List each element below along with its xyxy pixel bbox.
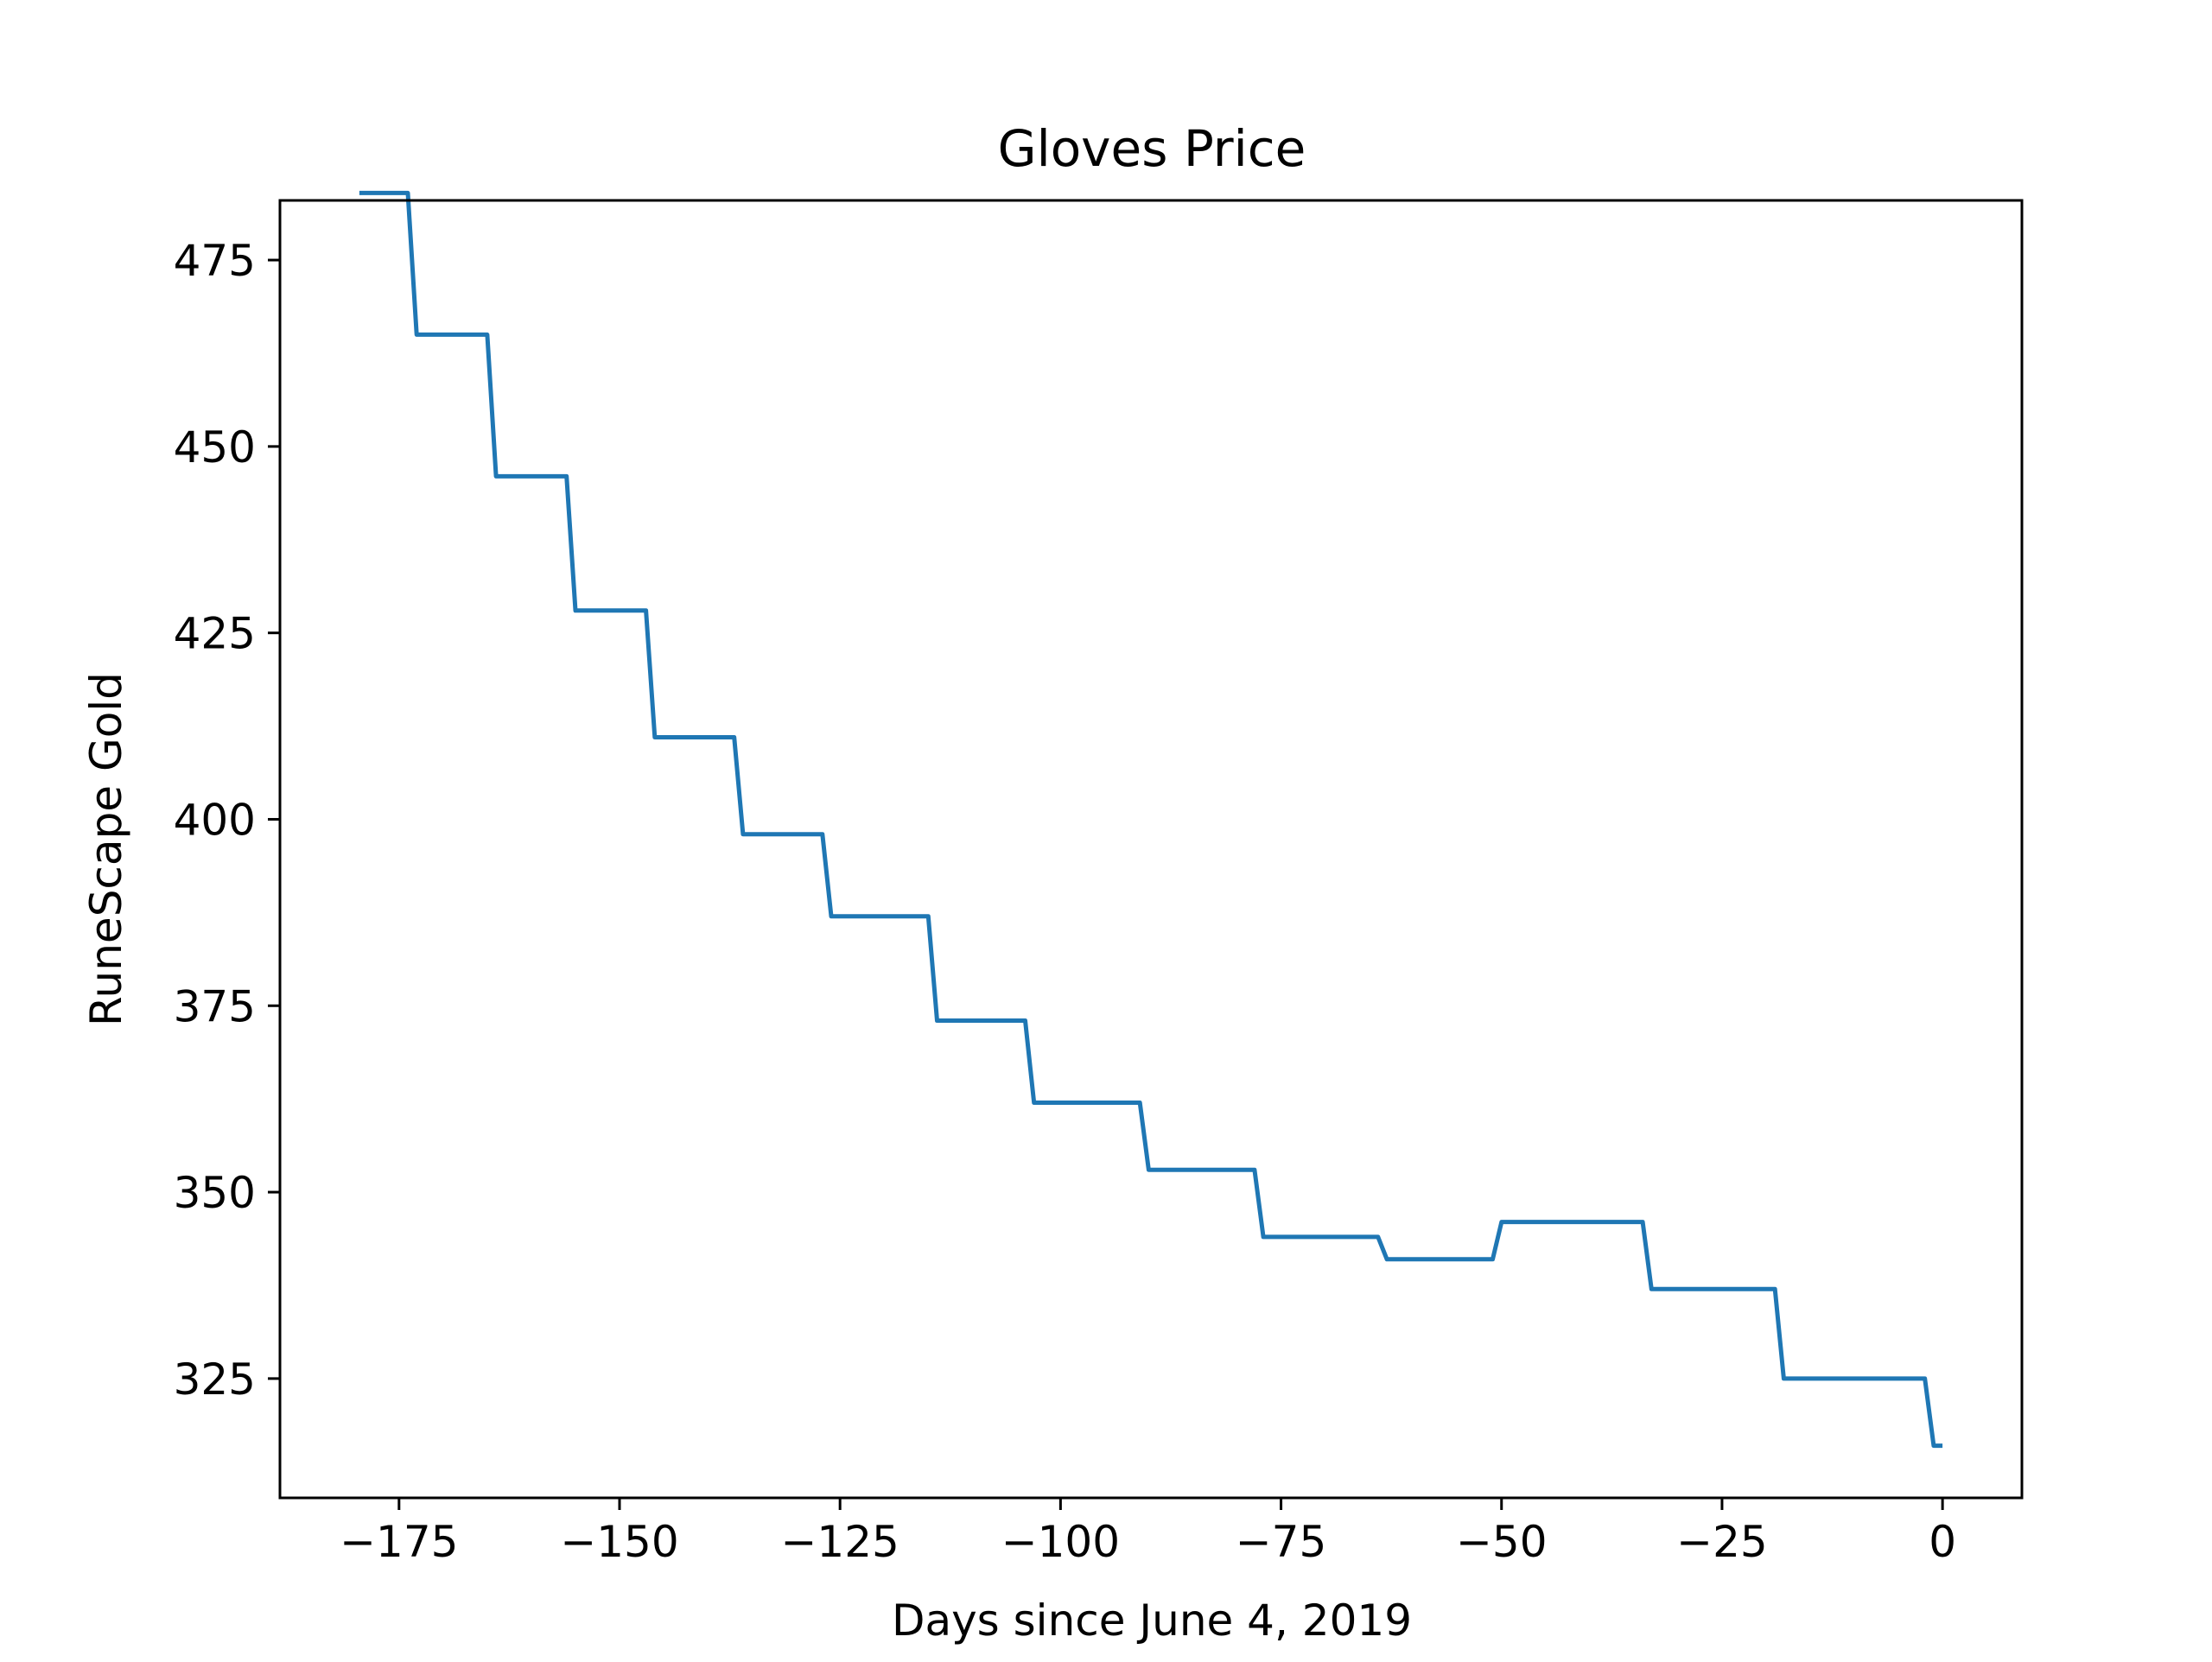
series-line xyxy=(359,190,1943,1449)
x-tick-label: −175 xyxy=(340,1517,458,1567)
y-tick-label: 325 xyxy=(174,1354,256,1405)
x-tick-label: −50 xyxy=(1456,1517,1548,1567)
y-tick-label: 450 xyxy=(174,422,256,473)
x-tick-label: −100 xyxy=(1001,1517,1120,1567)
x-tick-label: 0 xyxy=(1929,1517,1956,1567)
x-tick-label: −75 xyxy=(1236,1517,1327,1567)
x-tick-label: −125 xyxy=(781,1517,899,1567)
series-layer xyxy=(359,190,1943,1449)
chart-title: Gloves Price xyxy=(998,119,1306,178)
y-tick-label: 400 xyxy=(174,795,256,845)
x-axis-label: Days since June 4, 2019 xyxy=(892,1595,1412,1646)
y-tick-label: 425 xyxy=(174,609,256,659)
plot-area-frame xyxy=(278,199,2024,1500)
y-tick-label: 350 xyxy=(174,1168,256,1218)
x-tick-label: −150 xyxy=(560,1517,678,1567)
x-tick-label: −25 xyxy=(1676,1517,1768,1567)
y-axis-label: RuneScape Gold xyxy=(81,672,131,1026)
y-tick-label: 375 xyxy=(174,981,256,1031)
y-tick-label: 475 xyxy=(174,236,256,286)
axis-ticks: −175 −150 −125 −100 −75 −50 −25 0 325 350 375 400 42… xyxy=(174,236,1956,1567)
